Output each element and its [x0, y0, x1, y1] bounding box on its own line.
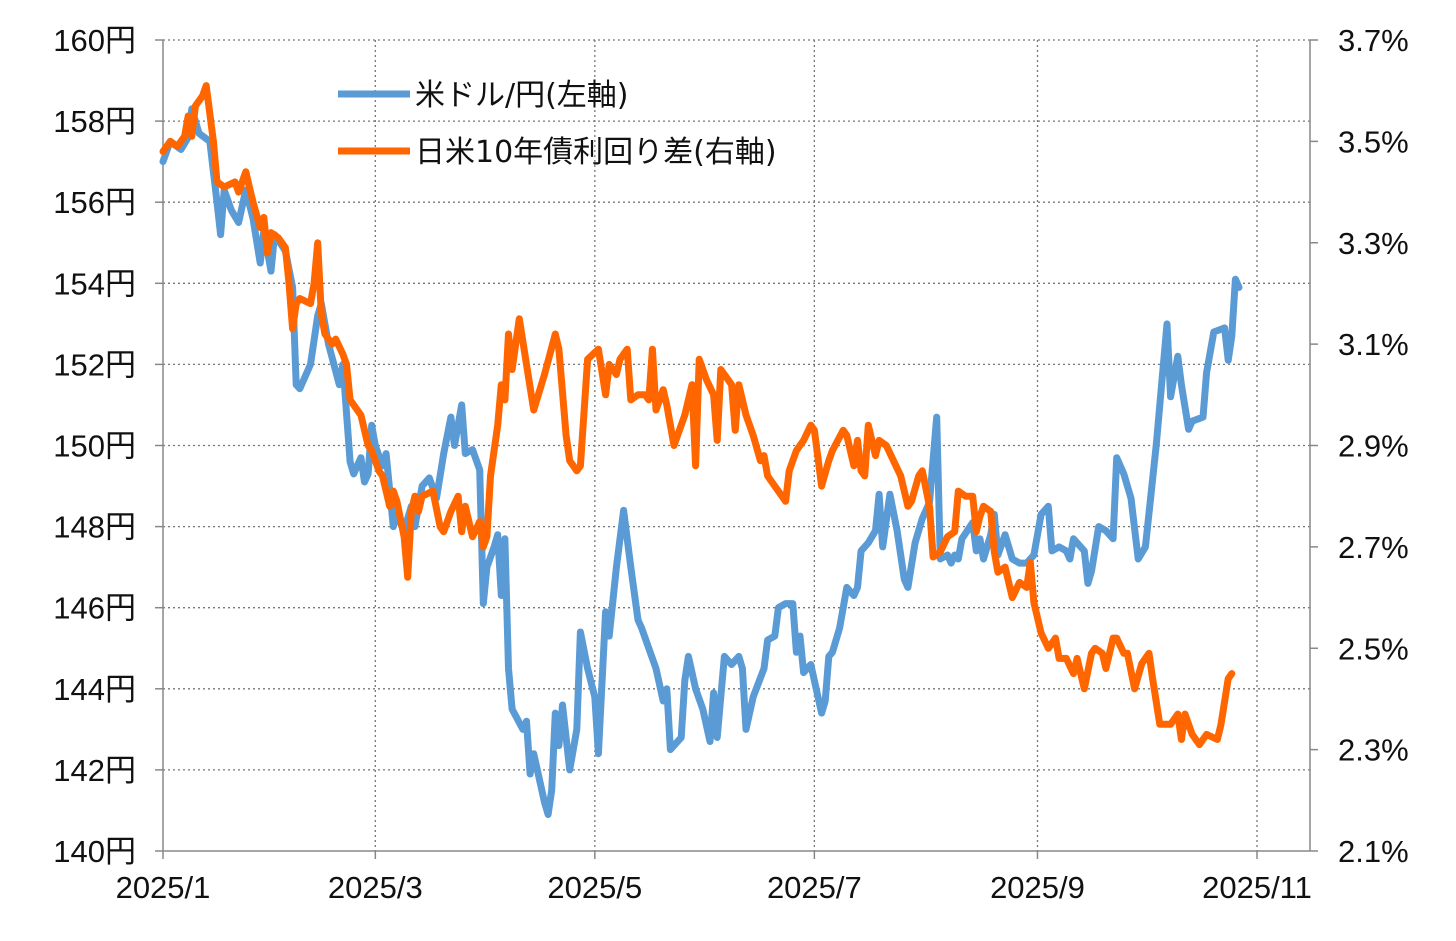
legend-label-usdjpy: 米ドル/円(左軸): [415, 78, 629, 113]
x-tick-label: 2025/9: [990, 870, 1085, 905]
axes: [155, 39, 1318, 859]
left-tick-label: 144円: [53, 672, 136, 707]
right-tick-label: 2.5%: [1338, 631, 1409, 666]
x-tick-label: 2025/3: [328, 870, 423, 905]
left-tick-label: 154円: [53, 266, 136, 301]
gridlines: [163, 39, 1310, 851]
left-tick-label: 160円: [53, 23, 136, 58]
tick-labels: 160円 158円 156円 154円 152円 150円 148円 146円 144円 142円…: [53, 23, 1408, 905]
left-tick-label: 146円: [53, 591, 136, 626]
right-tick-label: 3.7%: [1338, 23, 1409, 58]
legend: 米ドル/円(左軸) 日米10年債利回り差(右軸): [338, 78, 777, 170]
left-tick-label: 142円: [53, 753, 136, 788]
left-tick-label: 148円: [53, 510, 136, 545]
legend-label-yield-spread: 日米10年債利回り差(右軸): [415, 135, 777, 170]
x-tick-label: 2025/7: [767, 870, 862, 905]
x-tick-label: 2025/1: [116, 870, 211, 905]
right-tick-label: 2.7%: [1338, 530, 1409, 565]
x-tick-label: 2025/5: [547, 870, 642, 905]
usdjpy-line: [159, 105, 1243, 818]
right-tick-label: 3.3%: [1338, 226, 1409, 261]
right-tick-label: 2.1%: [1338, 834, 1409, 869]
left-tick-label: 156円: [53, 185, 136, 220]
right-tick-label: 2.9%: [1338, 429, 1409, 464]
left-tick-label: 150円: [53, 429, 136, 464]
left-tick-label: 158円: [53, 104, 136, 139]
right-tick-label: 3.1%: [1338, 327, 1409, 362]
series-lines: [159, 82, 1243, 818]
right-tick-label: 2.3%: [1338, 733, 1409, 768]
left-tick-label: 140円: [53, 834, 136, 869]
right-tick-label: 3.5%: [1338, 124, 1409, 159]
x-tick-label: 2025/11: [1202, 870, 1312, 905]
yield-spread-line: [159, 82, 1236, 749]
left-tick-label: 152円: [53, 347, 136, 382]
